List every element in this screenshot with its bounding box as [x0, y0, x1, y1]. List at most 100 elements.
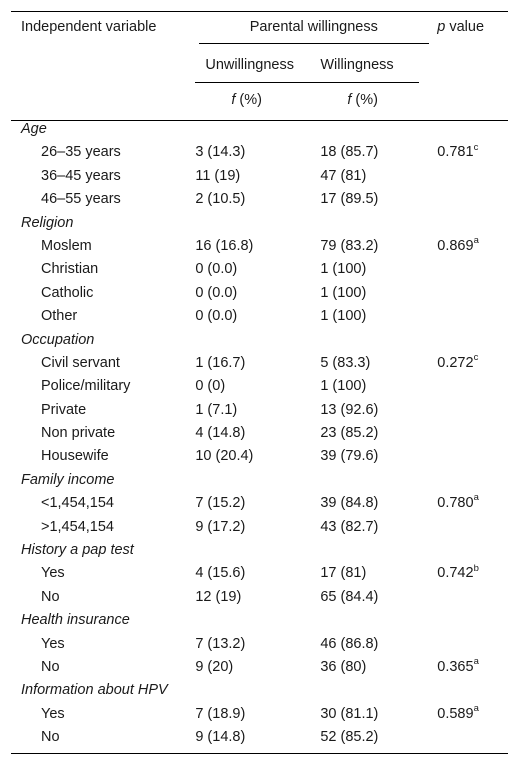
unwillingness-value: 12 (19): [195, 588, 242, 605]
p-value-footnote-mark: c: [473, 352, 479, 364]
row-label: Yes: [41, 705, 65, 722]
p-value-cell: [432, 378, 508, 401]
p-value-cell: [432, 636, 508, 659]
row-label: 36–45 years: [41, 167, 121, 184]
willingness-value: 79 (83.2): [320, 237, 379, 254]
header-p-value: p value: [437, 19, 485, 35]
category-row: Religion: [11, 215, 508, 238]
p-value: 0.589: [437, 705, 474, 722]
p-value-cell: 0.781c: [432, 142, 508, 167]
willingness-value: 5 (83.3): [320, 354, 371, 371]
table-row: >1,454,154 9 (17.2) 43 (82.7): [11, 519, 508, 542]
header-willingness: Willingness: [310, 52, 432, 90]
p-value-cell: [432, 729, 508, 753]
unwillingness-value: 1 (16.7): [195, 354, 246, 371]
unwillingness-value: 7 (15.2): [195, 495, 246, 512]
unwillingness-value: 0 (0): [195, 378, 226, 395]
table-row: Yes 7 (18.9) 30 (81.1) 0.589a: [11, 702, 508, 729]
p-value-cell: [432, 308, 508, 331]
p-value: 0.780: [437, 495, 474, 512]
p-value-cell: 0.869a: [432, 236, 508, 261]
unwillingness-value: 7 (13.2): [195, 635, 246, 652]
row-label: Housewife: [41, 448, 109, 465]
willingness-value: 1 (100): [320, 308, 367, 325]
p-value-cell: [432, 519, 508, 542]
p-value-cell: 0.589a: [432, 702, 508, 729]
header-row-3: f (%) f (%): [11, 90, 508, 121]
row-label: Other: [41, 308, 78, 325]
category-label: Family income: [21, 471, 115, 488]
p-value: 0.365: [437, 658, 474, 675]
unwillingness-value: 4 (14.8): [195, 425, 246, 442]
p-value-footnote-mark: a: [473, 492, 479, 504]
table-row: Catholic 0 (0.0) 1 (100): [11, 285, 508, 308]
row-label: 46–55 years: [41, 191, 121, 208]
table-row: Moslem 16 (16.8) 79 (83.2) 0.869a: [11, 236, 508, 261]
table-row: Civil servant 1 (16.7) 5 (83.3) 0.272c: [11, 352, 508, 378]
unwillingness-value: 10 (20.4): [195, 448, 254, 465]
table-row: Yes 4 (15.6) 17 (81) 0.742b: [11, 562, 508, 588]
willingness-value: 23 (85.2): [320, 425, 379, 442]
willingness-value: 1 (100): [320, 378, 367, 395]
p-value: 0.272: [437, 354, 474, 371]
unwillingness-value: 9 (14.8): [195, 729, 246, 746]
willingness-value: 1 (100): [320, 261, 367, 278]
willingness-value: 30 (81.1): [320, 705, 379, 722]
willingness-value: 13 (92.6): [320, 401, 379, 418]
row-label: Yes: [41, 565, 65, 582]
header-unwillingness: Unwillingness: [195, 52, 321, 90]
table-row: Non private 4 (14.8) 23 (85.2): [11, 425, 508, 448]
willingness-value: 39 (79.6): [320, 448, 379, 465]
willingness-value: 47 (81): [320, 167, 367, 184]
table-row: Other 0 (0.0) 1 (100): [11, 308, 508, 331]
table-row: 36–45 years 11 (19) 47 (81): [11, 168, 508, 191]
header-f-pct-1: f (%): [231, 92, 262, 108]
category-label: Information about HPV: [21, 682, 168, 699]
table-row: <1,454,154 7 (15.2) 39 (84.8) 0.780a: [11, 492, 508, 518]
p-value-cell: [432, 425, 508, 448]
category-row: Information about HPV: [11, 682, 508, 705]
header-parental-willingness: Parental willingness: [195, 12, 432, 53]
table-row: No 12 (19) 65 (84.4): [11, 589, 508, 612]
willingness-value: 17 (89.5): [320, 191, 379, 208]
willingness-value: 65 (84.4): [320, 588, 379, 605]
row-label: 26–35 years: [41, 144, 121, 161]
row-label: No: [41, 658, 60, 675]
unwillingness-value: 16 (16.8): [195, 237, 254, 254]
p-value: 0.781: [437, 144, 474, 161]
p-value-cell: [432, 402, 508, 425]
category-row: Age: [11, 121, 508, 145]
unwillingness-value: 0 (0.0): [195, 284, 238, 301]
category-row: Family income: [11, 472, 508, 495]
row-label: Non private: [41, 425, 116, 442]
willingness-value: 1 (100): [320, 284, 367, 301]
row-label: Moslem: [41, 237, 92, 254]
unwillingness-value: 11 (19): [195, 167, 241, 184]
table-row: Private 1 (7.1) 13 (92.6): [11, 402, 508, 425]
p-value-cell: [432, 261, 508, 284]
header-row-2: Unwillingness Willingness: [11, 52, 508, 90]
p-value-cell: [432, 191, 508, 214]
category-label: Religion: [21, 214, 74, 231]
category-label: Age: [21, 121, 47, 137]
willingness-value: 39 (84.8): [320, 495, 379, 512]
table-row: Yes 7 (13.2) 46 (86.8): [11, 636, 508, 659]
p-value: 0.869: [437, 237, 474, 254]
willingness-value: 36 (80): [320, 658, 367, 675]
unwillingness-value: 7 (18.9): [195, 705, 246, 722]
category-row: History a pap test: [11, 542, 508, 565]
category-label: History a pap test: [21, 542, 134, 559]
row-label: Private: [41, 401, 87, 418]
table-row: No 9 (14.8) 52 (85.2): [11, 729, 508, 754]
table-body: Age 26–35 years 3 (14.3) 18 (85.7) 0.781c 36–…: [11, 121, 508, 754]
p-value-footnote-mark: a: [473, 702, 479, 714]
unwillingness-value: 0 (0.0): [195, 261, 238, 278]
p-value-footnote-mark: b: [473, 562, 479, 574]
row-label: No: [41, 729, 60, 746]
p-value-cell: [432, 285, 508, 308]
willingness-value: 18 (85.7): [320, 144, 379, 161]
unwillingness-value: 9 (20): [195, 658, 234, 675]
table-row: Police/military 0 (0) 1 (100): [11, 378, 508, 401]
p-value-footnote-mark: a: [473, 656, 479, 668]
results-table: Independent variable Parental willingnes…: [11, 11, 508, 754]
